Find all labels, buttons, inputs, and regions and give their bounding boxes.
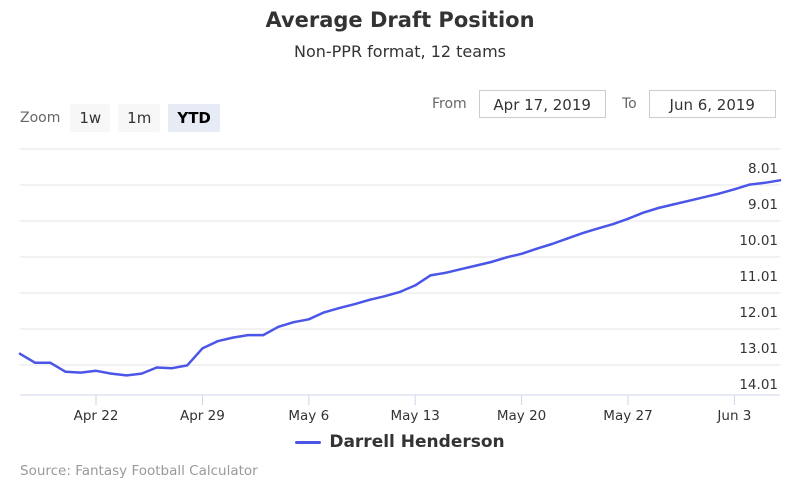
data-point[interactable] — [748, 183, 751, 186]
legend-line-swatch — [295, 440, 322, 444]
y-tick-label: 8.01 — [748, 161, 778, 177]
x-axis — [20, 394, 780, 405]
data-point[interactable] — [444, 271, 447, 274]
data-point[interactable] — [505, 256, 508, 259]
x-tick-label: May 20 — [497, 408, 546, 424]
data-point[interactable] — [474, 264, 478, 267]
data-point[interactable] — [490, 260, 493, 264]
data-point[interactable] — [414, 284, 417, 287]
data-point[interactable] — [277, 325, 280, 328]
data-point[interactable] — [566, 237, 569, 240]
zoom-ytd-button[interactable]: YTD — [168, 104, 220, 132]
to-label: To — [622, 96, 637, 112]
data-point[interactable] — [626, 217, 630, 220]
data-point[interactable] — [216, 340, 219, 343]
data-point[interactable] — [611, 223, 614, 226]
from-date-input[interactable]: Apr 17, 2019 — [478, 90, 606, 118]
grid-lines — [20, 148, 780, 366]
data-point[interactable] — [246, 333, 250, 337]
data-point[interactable] — [338, 306, 341, 310]
data-point[interactable] — [550, 242, 554, 246]
x-tick-label: May 27 — [603, 408, 652, 424]
data-point[interactable] — [140, 372, 143, 375]
data-point[interactable] — [322, 311, 326, 314]
x-axis-labels: Apr 22 Apr 29 May 6 May 13 May 20 May 27 Jun 3 — [74, 408, 752, 424]
data-point[interactable] — [398, 290, 402, 294]
data-point[interactable] — [718, 192, 721, 195]
data-point[interactable] — [18, 352, 22, 355]
data-point[interactable] — [733, 188, 736, 191]
legend[interactable]: Darrell Henderson — [0, 432, 800, 452]
x-tick-label: Apr 22 — [74, 408, 119, 424]
data-point[interactable] — [368, 298, 371, 301]
data-point[interactable] — [642, 211, 645, 214]
y-tick-label: 9.01 — [748, 197, 778, 213]
data-point[interactable] — [170, 367, 174, 370]
data-point[interactable] — [429, 274, 432, 277]
source-credit: Source: Fantasy Football Calculator — [20, 463, 258, 479]
chart-subtitle: Non-PPR format, 12 teams — [293, 42, 506, 61]
zoom-label: Zoom — [20, 110, 61, 126]
data-point[interactable] — [596, 227, 599, 230]
data-point[interactable] — [79, 371, 83, 374]
data-point[interactable] — [262, 333, 265, 337]
data-point[interactable] — [49, 361, 52, 364]
from-label: From — [432, 96, 467, 112]
y-axis-labels: 8.01 9.01 10.01 11.01 12.01 13.01 14.01 — [739, 161, 778, 393]
range-to: To Jun 6, 2019 — [622, 90, 776, 118]
data-point[interactable] — [125, 374, 128, 377]
data-point[interactable] — [581, 232, 584, 235]
x-tick-label: May 13 — [391, 408, 440, 424]
series-line-darrell-henderson[interactable] — [18, 179, 782, 377]
range-from: From Apr 17, 2019 — [432, 90, 606, 118]
to-date-input[interactable]: Jun 6, 2019 — [648, 90, 776, 118]
data-point[interactable] — [702, 196, 706, 199]
x-tick-label: May 6 — [288, 408, 329, 424]
data-point[interactable] — [672, 203, 675, 206]
data-point[interactable] — [155, 366, 158, 369]
y-tick-label: 10.01 — [739, 233, 778, 249]
zoom-controls: Zoom 1w 1m YTD — [20, 104, 228, 132]
data-point[interactable] — [34, 361, 37, 364]
data-point[interactable] — [778, 179, 782, 182]
zoom-1w-button[interactable]: 1w — [70, 104, 111, 132]
data-point[interactable] — [657, 206, 660, 210]
data-point[interactable] — [520, 252, 523, 255]
data-point[interactable] — [94, 369, 98, 372]
x-tick-label: Jun 3 — [716, 408, 751, 424]
data-point[interactable] — [110, 372, 113, 375]
data-point[interactable] — [186, 364, 189, 367]
data-point[interactable] — [201, 347, 204, 350]
data-point[interactable] — [307, 318, 310, 321]
y-tick-label: 13.01 — [739, 341, 778, 357]
data-point[interactable] — [353, 303, 356, 306]
chart-title: Average Draft Position — [265, 8, 535, 32]
series-layer — [18, 179, 782, 377]
y-tick-label: 12.01 — [739, 305, 778, 321]
data-point[interactable] — [64, 370, 67, 373]
x-tick-label: Apr 29 — [180, 408, 225, 424]
zoom-1m-button[interactable]: 1m — [118, 104, 161, 132]
data-point[interactable] — [459, 268, 462, 271]
data-point[interactable] — [535, 247, 538, 250]
data-point[interactable] — [687, 199, 690, 202]
data-point[interactable] — [231, 336, 234, 339]
legend-label: Darrell Henderson — [329, 432, 505, 452]
y-tick-label: 14.01 — [739, 377, 778, 393]
data-point[interactable] — [763, 181, 766, 184]
data-point[interactable] — [383, 295, 386, 298]
data-point[interactable] — [292, 321, 295, 324]
y-tick-label: 11.01 — [739, 269, 778, 285]
